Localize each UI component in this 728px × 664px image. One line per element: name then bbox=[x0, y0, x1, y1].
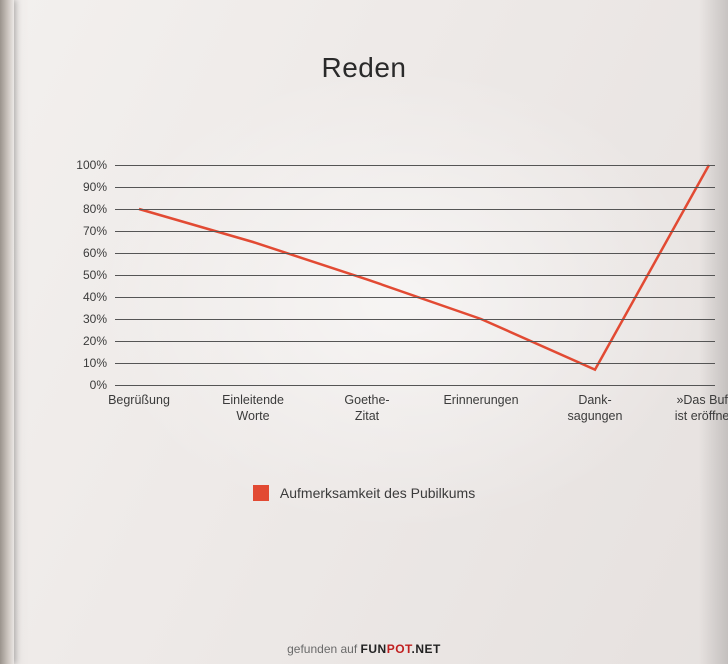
gridline bbox=[115, 341, 715, 342]
gridline bbox=[115, 275, 715, 276]
gridline bbox=[115, 297, 715, 298]
y-axis-label: 50% bbox=[57, 268, 107, 282]
gridline bbox=[115, 187, 715, 188]
gridline bbox=[115, 165, 715, 166]
chart-title: Reden bbox=[0, 52, 728, 84]
legend-label: Aufmerksamkeit des Pubilkums bbox=[280, 485, 475, 501]
y-axis-label: 20% bbox=[57, 334, 107, 348]
x-axis-label: Goethe- Zitat bbox=[344, 393, 389, 424]
gridline bbox=[115, 253, 715, 254]
y-axis-label: 100% bbox=[57, 158, 107, 172]
gridline bbox=[115, 319, 715, 320]
y-axis-label: 90% bbox=[57, 180, 107, 194]
x-axis-label: Begrüßung bbox=[108, 393, 170, 409]
y-axis-label: 60% bbox=[57, 246, 107, 260]
x-axis-label: Dank- sagungen bbox=[568, 393, 623, 424]
footer-watermark: gefunden auf FUNPOT.NET bbox=[0, 642, 728, 656]
y-axis-label: 80% bbox=[57, 202, 107, 216]
plot-area bbox=[115, 165, 715, 385]
footer-logo-part-3: .NET bbox=[412, 642, 441, 656]
gridline bbox=[115, 231, 715, 232]
y-axis-label: 10% bbox=[57, 356, 107, 370]
legend: Aufmerksamkeit des Pubilkums bbox=[0, 485, 728, 501]
x-axis-labels: BegrüßungEinleitende WorteGoethe- ZitatE… bbox=[115, 393, 715, 433]
legend-swatch bbox=[253, 485, 269, 501]
chart-area: BegrüßungEinleitende WorteGoethe- ZitatE… bbox=[70, 165, 715, 420]
gridline bbox=[115, 363, 715, 364]
footer-logo-part-1: FUN bbox=[361, 642, 387, 656]
y-axis-label: 40% bbox=[57, 290, 107, 304]
book-spine-shadow bbox=[0, 0, 14, 664]
x-axis-label: »Das Buffet ist eröffnet!« bbox=[675, 393, 728, 424]
y-axis-label: 0% bbox=[57, 378, 107, 392]
gridline bbox=[115, 209, 715, 210]
x-axis-label: Einleitende Worte bbox=[222, 393, 284, 424]
y-axis-label: 30% bbox=[57, 312, 107, 326]
footer-prefix: gefunden auf bbox=[287, 642, 360, 656]
page-scan: Reden BegrüßungEinleitende WorteGoethe- … bbox=[0, 0, 728, 664]
x-axis-label: Erinnerungen bbox=[443, 393, 518, 409]
gridline bbox=[115, 385, 715, 386]
y-axis-label: 70% bbox=[57, 224, 107, 238]
footer-logo-part-2: POT bbox=[387, 642, 412, 656]
line-series bbox=[139, 165, 709, 370]
